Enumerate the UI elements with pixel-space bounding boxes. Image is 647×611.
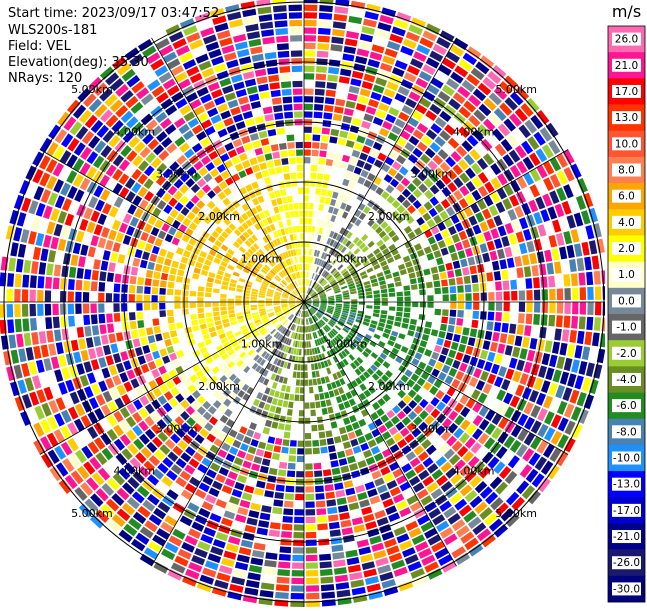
colorbar-tick-label: -8.0: [616, 426, 637, 438]
colorbar-tick-label: -10.0: [613, 453, 640, 465]
colorbar-tick-label: 4.0: [618, 217, 635, 229]
colorbar-tick-label: -21.0: [613, 531, 640, 543]
colorbar-tick-label: 8.0: [618, 165, 635, 177]
colorbar-tick-label: 17.0: [615, 86, 638, 98]
colorbar-tick-label: -2.0: [616, 348, 637, 360]
colorbar-tick-label: -30.0: [613, 583, 640, 595]
field-label: Field: VEL: [8, 39, 71, 54]
start-time-label: Start time: 2023/09/17 03:47:52: [8, 6, 219, 21]
colorbar-tick-label: 2.0: [618, 243, 635, 255]
colorbar-tick-label: -17.0: [613, 505, 640, 517]
colorbar-tick-label: -6.0: [616, 400, 637, 412]
colorbar-tick-label: 26.0: [615, 34, 638, 46]
colorbar-tick-label: 21.0: [615, 60, 638, 72]
colorbar-tick-label: 10.0: [615, 138, 638, 150]
colorbar-tick-label: 0.0: [618, 295, 635, 307]
instrument-label: WLS200s-181: [8, 23, 97, 38]
elevation-label: Elevation(deg): 35.30: [8, 55, 149, 70]
colorbar-tick-label: 6.0: [618, 191, 635, 203]
colorbar-tick-label: -13.0: [613, 479, 640, 491]
colorbar-tick-label: -26.0: [613, 557, 640, 569]
colorbar-tick-label: 13.0: [615, 112, 638, 124]
colorbar-tick-label: 1.0: [618, 269, 635, 281]
colorbar-tick-label: -1.0: [616, 322, 637, 334]
colorbar-unit: m/s: [612, 2, 641, 21]
nrays-label: NRays: 120: [8, 71, 82, 86]
colorbar-tick-label: -4.0: [616, 374, 637, 386]
